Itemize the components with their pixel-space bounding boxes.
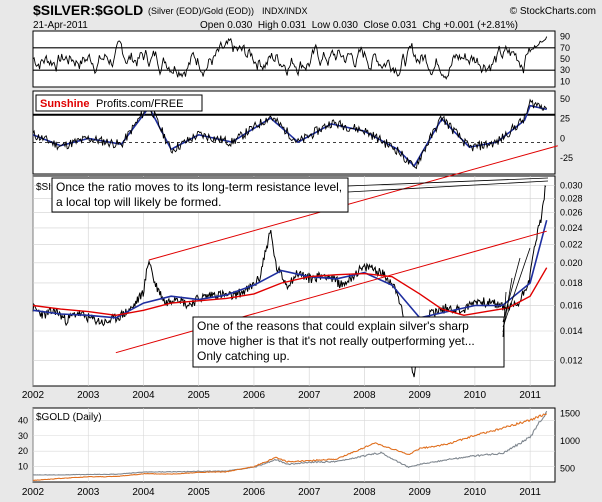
- main-tick-label-0.028: 0.028: [560, 194, 583, 204]
- gold-panel-title: $GOLD (Daily): [36, 412, 102, 423]
- main-tick-label-0.026: 0.026: [560, 208, 583, 218]
- callout-top-line-b: [347, 180, 549, 193]
- rsi-panel: [32, 30, 556, 88]
- annotation-bottom: One of the reasons that could explain si…: [192, 316, 505, 368]
- main-x-tick-label-2003: 2003: [77, 390, 100, 401]
- main-long-ma-line: [32, 267, 548, 317]
- gold-panel: [32, 407, 556, 483]
- oscillator-tick-label-0: 0: [560, 133, 565, 143]
- annotation-bottom-box: [192, 316, 505, 368]
- main-tick-label-0.024: 0.024: [560, 223, 583, 233]
- callout-top-line-a: [347, 177, 549, 187]
- main-x-tick-label-2006: 2006: [243, 390, 266, 401]
- chart-exchange: INDX/INDX: [262, 6, 308, 16]
- main-x-tick-label-2002: 2002: [22, 390, 45, 401]
- gold-left-tick-label-40: 40: [18, 415, 28, 425]
- oscillator-tick-label-25: 25: [560, 114, 570, 124]
- callout-bottom-line-3: [502, 277, 513, 333]
- chart-instrument-name: (Silver (EOD)/Gold (EOD)): [148, 6, 254, 16]
- gold-x-tick-label-2007: 2007: [298, 487, 321, 498]
- main-x-tick-label-2009: 2009: [409, 390, 432, 401]
- gold-x-tick-label-2004: 2004: [132, 487, 155, 498]
- gold-right-tick-label-1000: 1000: [560, 436, 580, 446]
- gold-x-tick-label-2005: 2005: [188, 487, 211, 498]
- main-tick-label-0.022: 0.022: [560, 240, 583, 250]
- brand-profits: Profits.com/FREE: [96, 98, 183, 110]
- oscillator-line: [32, 98, 548, 170]
- main-panel-title: $SI: [36, 182, 51, 193]
- gold-x-tick-label-2010: 2010: [464, 487, 487, 498]
- rsi-tick-label-10: 10: [560, 76, 570, 86]
- rsi-tick-label-90: 90: [560, 32, 570, 42]
- gold-x-tick-label-2008: 2008: [353, 487, 376, 498]
- gold-right-tick-label-1500: 1500: [560, 408, 580, 418]
- gold-left-tick-label-30: 30: [18, 431, 28, 441]
- gold-x-tick-label-2009: 2009: [409, 487, 432, 498]
- main-x-tick-label-2011: 2011: [519, 390, 541, 401]
- main-tick-label-0.03: 0.030: [560, 180, 583, 190]
- main-tick-label-0.016: 0.016: [560, 300, 583, 310]
- gold-left-tick-label-20: 20: [18, 446, 28, 456]
- axis-layer: 907050301050250-250.0300.0280.0260.0240.…: [18, 32, 583, 498]
- main-tick-label-0.018: 0.018: [560, 278, 583, 288]
- brand-sunshine: Sunshine: [40, 98, 90, 110]
- gold-x-tick-label-2003: 2003: [77, 487, 100, 498]
- chart-ticker: $SILVER:$GOLD: [33, 2, 143, 18]
- main-x-tick-label-2004: 2004: [132, 390, 155, 401]
- rsi-tick-label-30: 30: [560, 65, 570, 75]
- main-trendline-2: [148, 145, 558, 261]
- brand-box: [35, 94, 203, 112]
- annotation-top-fo: Once the ratio moves to its long-term re…: [56, 180, 343, 209]
- gold-panel-gold-line: [32, 413, 548, 481]
- gold-right-tick-label-500: 500: [560, 463, 575, 473]
- annotation-bottom-text: One of the reasons that could explain si…: [197, 319, 475, 363]
- main-tick-label-0.02: 0.020: [560, 258, 583, 268]
- gold-panel-silver-line: [32, 410, 548, 476]
- annotation-top: Once the ratio moves to its long-term re…: [51, 177, 349, 213]
- series-layer: [32, 36, 558, 481]
- oscillator-tick-label--25: -25: [560, 153, 573, 163]
- gold-x-tick-label-2006: 2006: [243, 487, 266, 498]
- callout-bottom-line-2: [502, 247, 531, 328]
- main-short-ma-line: [32, 219, 548, 319]
- chart-date: 21-Apr-2011: [33, 20, 88, 31]
- main-x-tick-label-2008: 2008: [353, 390, 376, 401]
- chart-source: © StockCharts.com: [510, 6, 596, 17]
- gold-left-tick-label-10: 10: [18, 462, 28, 472]
- annotation-bottom-fo: One of the reasons that could explain si…: [197, 319, 475, 363]
- main-x-tick-label-2005: 2005: [188, 390, 211, 401]
- rsi-tick-label-50: 50: [560, 54, 570, 64]
- main-x-tick-label-2010: 2010: [464, 390, 487, 401]
- gold-x-tick-label-2011: 2011: [519, 487, 541, 498]
- annotation-top-box: [51, 177, 349, 213]
- rsi-line: [32, 36, 548, 80]
- callout-bottom-line-1: [502, 257, 521, 323]
- chart-ohlc: Open 0.030 High 0.031 Low 0.030 Close 0.…: [200, 20, 518, 31]
- gold-x-tick-label-2002: 2002: [22, 487, 45, 498]
- callout-layer: [347, 177, 549, 338]
- rsi-tick-label-70: 70: [560, 43, 570, 53]
- main-trendline-1: [115, 230, 547, 354]
- annotation-top-text: Once the ratio moves to its long-term re…: [56, 180, 343, 209]
- main-tick-label-0.012: 0.012: [560, 355, 583, 365]
- main-x-tick-label-2007: 2007: [298, 390, 321, 401]
- callout-bottom-line-4: [502, 291, 507, 338]
- oscillator-tick-label-50: 50: [560, 94, 570, 104]
- main-tick-label-0.014: 0.014: [560, 326, 583, 336]
- main-price-line: [32, 185, 547, 378]
